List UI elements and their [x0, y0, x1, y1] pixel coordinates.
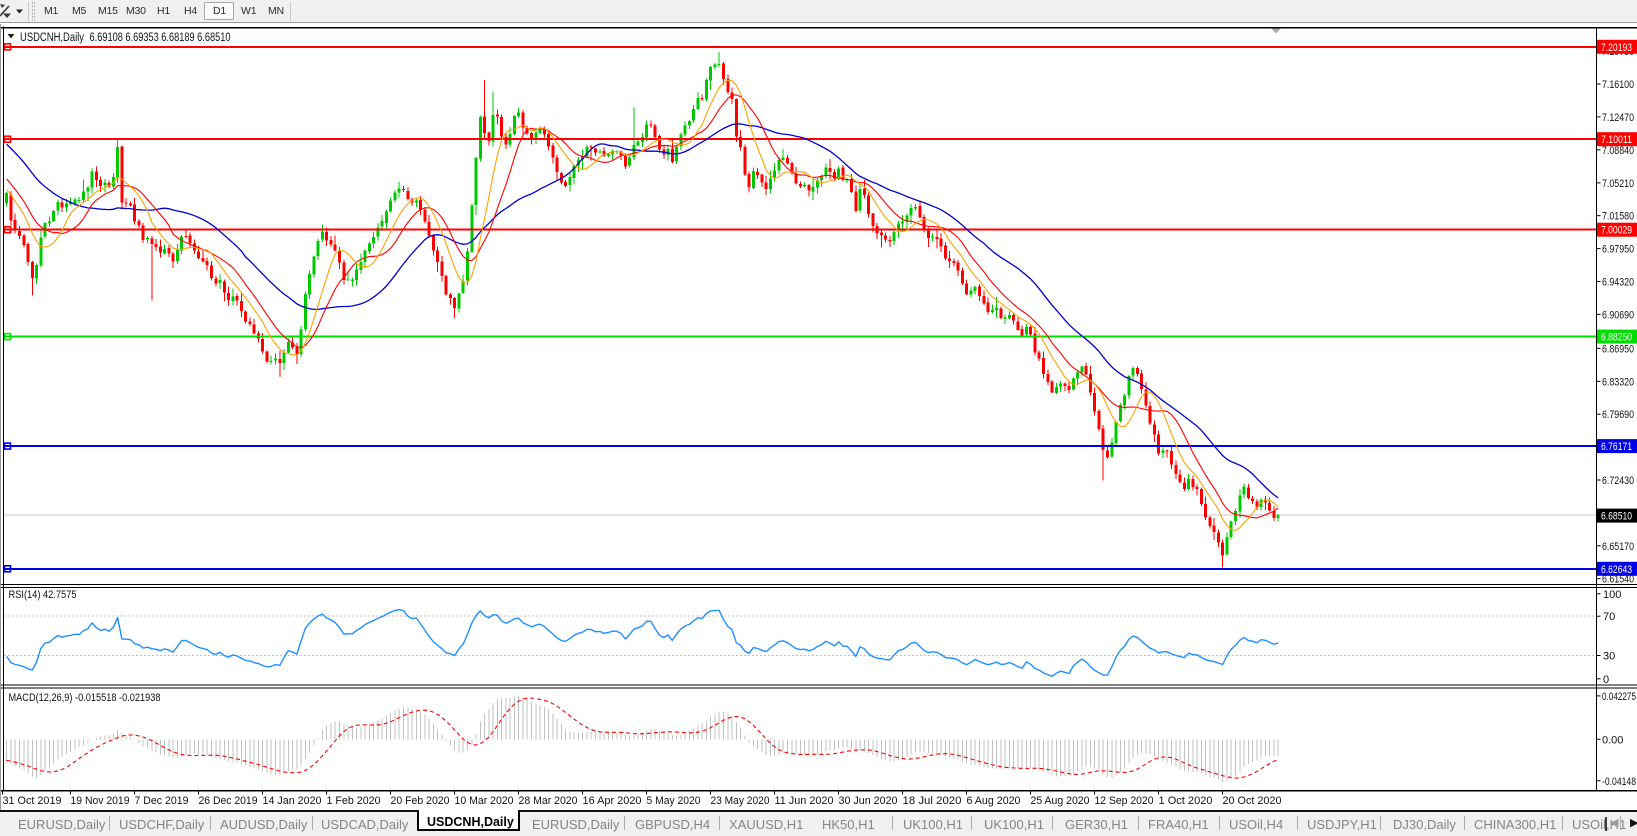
- svg-text:6.97950: 6.97950: [1602, 244, 1634, 256]
- svg-text:0.042275: 0.042275: [1602, 691, 1636, 703]
- svg-text:70: 70: [1603, 611, 1615, 623]
- svg-text:7.05210: 7.05210: [1602, 178, 1634, 190]
- svg-text:6.79690: 6.79690: [1602, 409, 1634, 421]
- svg-text:7.08840: 7.08840: [1602, 145, 1634, 157]
- svg-text:7.16100: 7.16100: [1602, 79, 1634, 91]
- svg-text:16 Apr 2020: 16 Apr 2020: [583, 795, 642, 807]
- svg-text:30: 30: [1603, 651, 1615, 663]
- svg-text:6.68510: 6.68510: [1601, 511, 1632, 523]
- svg-text:6.62643: 6.62643: [1601, 564, 1632, 576]
- svg-text:28 Mar 2020: 28 Mar 2020: [519, 795, 578, 807]
- svg-text:25 Aug 2020: 25 Aug 2020: [1031, 795, 1090, 807]
- svg-text:1 Feb 2020: 1 Feb 2020: [327, 795, 381, 807]
- svg-text:30 Jun 2020: 30 Jun 2020: [839, 795, 898, 807]
- svg-text:7 Dec 2019: 7 Dec 2019: [135, 795, 189, 807]
- svg-text:6.88250: 6.88250: [1601, 332, 1632, 344]
- svg-text:MACD(12,26,9) -0.015518 -0.021: MACD(12,26,9) -0.015518 -0.021938: [9, 692, 161, 704]
- svg-text:1 Oct 2020: 1 Oct 2020: [1159, 795, 1213, 807]
- svg-text:0.00: 0.00: [1602, 734, 1623, 746]
- svg-text:7.20193: 7.20193: [1601, 42, 1632, 54]
- svg-text:11 Jun 2020: 11 Jun 2020: [775, 795, 834, 807]
- svg-text:7.01580: 7.01580: [1602, 211, 1634, 223]
- svg-text:0: 0: [1603, 674, 1609, 686]
- svg-text:USDCNH,Daily: USDCNH,Daily: [20, 32, 84, 44]
- svg-text:-0.04148: -0.04148: [1602, 776, 1636, 788]
- svg-text:6.69108 6.69353 6.68189 6.6851: 6.69108 6.69353 6.68189 6.68510: [90, 32, 231, 44]
- svg-text:18 Jul 2020: 18 Jul 2020: [903, 795, 962, 807]
- svg-text:6.86950: 6.86950: [1602, 343, 1634, 355]
- svg-text:12 Sep 2020: 12 Sep 2020: [1095, 795, 1154, 807]
- svg-text:20 Oct 2020: 20 Oct 2020: [1223, 795, 1282, 807]
- svg-text:23 May 2020: 23 May 2020: [711, 795, 770, 807]
- svg-text:7.12470: 7.12470: [1602, 112, 1634, 124]
- svg-text:10 Mar 2020: 10 Mar 2020: [455, 795, 514, 807]
- svg-text:6.61540: 6.61540: [1602, 574, 1634, 586]
- svg-text:26 Dec 2019: 26 Dec 2019: [199, 795, 258, 807]
- svg-text:100: 100: [1603, 589, 1621, 601]
- svg-text:7.10011: 7.10011: [1601, 134, 1632, 146]
- svg-text:19 Nov 2019: 19 Nov 2019: [71, 795, 130, 807]
- svg-text:6.65170: 6.65170: [1602, 541, 1634, 553]
- svg-text:6.76171: 6.76171: [1601, 441, 1632, 453]
- svg-text:RSI(14) 42.7575: RSI(14) 42.7575: [9, 589, 77, 601]
- svg-text:14 Jan 2020: 14 Jan 2020: [263, 795, 322, 807]
- svg-text:7.00029: 7.00029: [1601, 225, 1632, 237]
- svg-text:31 Oct 2019: 31 Oct 2019: [3, 795, 62, 807]
- svg-text:20 Feb 2020: 20 Feb 2020: [391, 795, 450, 807]
- svg-text:6.72430: 6.72430: [1602, 475, 1634, 487]
- svg-text:6 Aug 2020: 6 Aug 2020: [967, 795, 1021, 807]
- svg-text:6.94320: 6.94320: [1602, 277, 1634, 289]
- svg-text:5 May 2020: 5 May 2020: [647, 795, 701, 807]
- svg-text:6.90690: 6.90690: [1602, 309, 1634, 321]
- svg-text:6.83320: 6.83320: [1602, 376, 1634, 388]
